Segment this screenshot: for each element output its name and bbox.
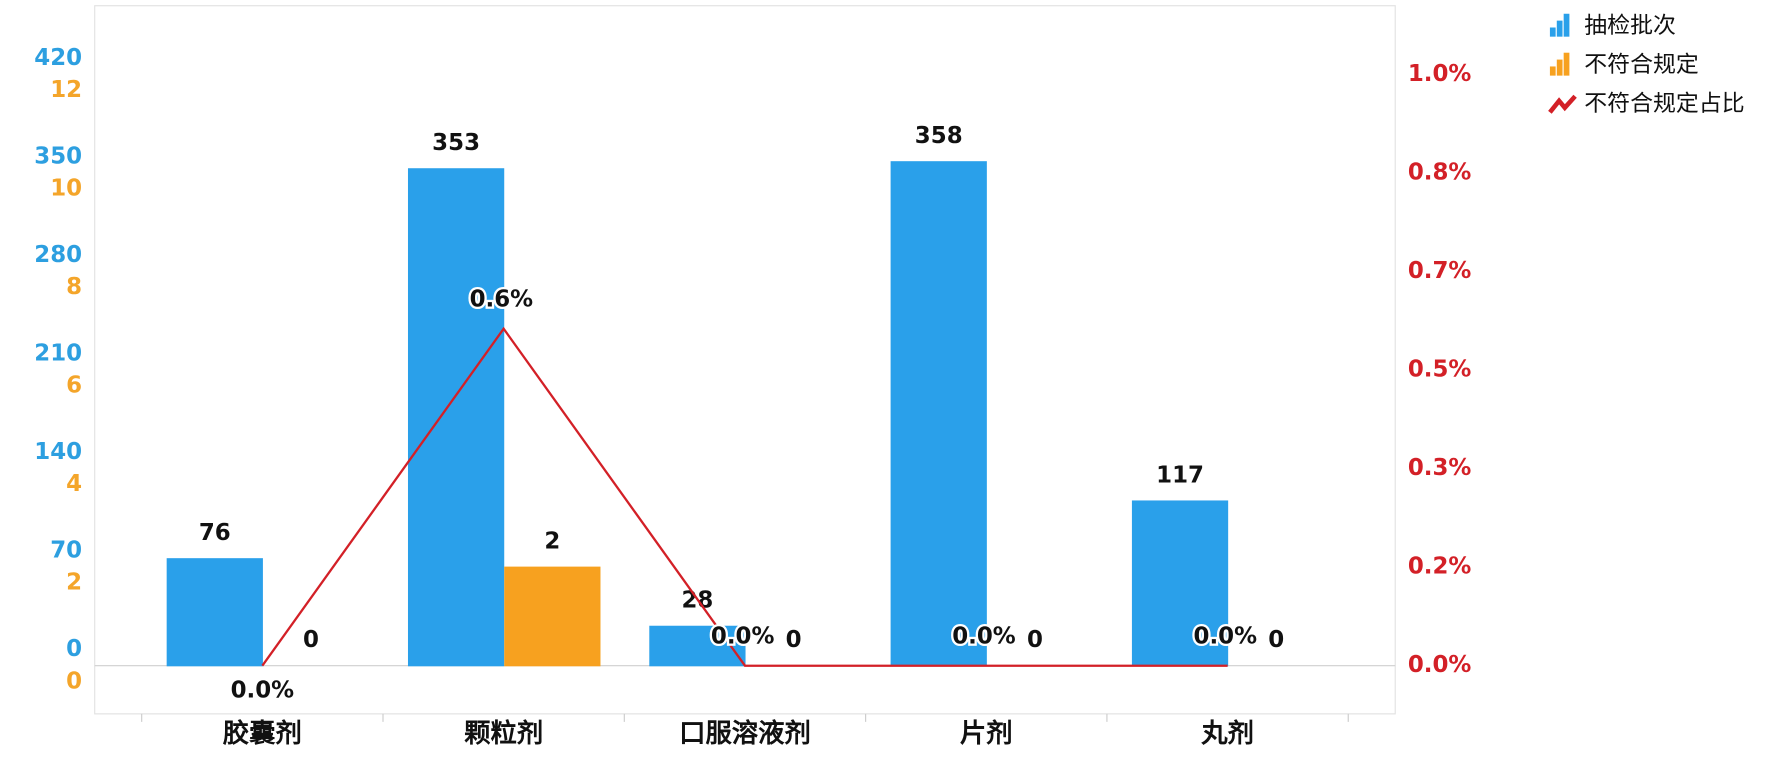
data-label: 0.0% (231, 677, 295, 703)
y-tick-label: 280 (34, 242, 82, 268)
data-label: 353 (432, 130, 480, 156)
y-tick-label: 70 (50, 538, 82, 564)
y2-tick-label: 10 (50, 176, 82, 202)
data-label: 2 (544, 528, 560, 554)
y3-tick-label: 0.0% (1408, 652, 1472, 678)
legend-label: 抽检批次 (1584, 13, 1676, 39)
legend-icon (1549, 66, 1556, 76)
data-label: 0.0% (952, 624, 1016, 650)
data-label: 0.6% (470, 287, 534, 313)
y2-tick-label: 4 (66, 471, 82, 497)
legend-label: 不符合规定占比 (1584, 91, 1744, 117)
y-tick-label: 350 (34, 143, 82, 169)
x-tick-label: 颗粒剂 (464, 718, 543, 749)
bar (1131, 500, 1229, 667)
y2-tick-label: 8 (66, 274, 82, 300)
legend-icon (1556, 20, 1563, 37)
legend-icon (1556, 59, 1563, 76)
plot-frame (94, 5, 1396, 715)
y3-tick-label: 0.2% (1408, 554, 1472, 580)
x-tick-label: 胶囊剂 (223, 718, 302, 749)
bar (504, 566, 601, 667)
legend-icon (1548, 94, 1577, 114)
data-label: 0.0% (1194, 624, 1258, 650)
x-tick-label: 口服溶液剂 (679, 718, 811, 749)
data-label: 0 (303, 627, 319, 653)
y-tick-label: 420 (34, 45, 82, 71)
y3-tick-label: 1.0% (1408, 61, 1472, 87)
data-label: 76 (199, 520, 231, 546)
y2-tick-label: 12 (50, 77, 82, 103)
bar (890, 161, 987, 667)
data-label: 0 (1268, 627, 1284, 653)
data-label: 0 (1027, 627, 1043, 653)
y3-tick-label: 0.3% (1408, 455, 1472, 481)
y-tick-label: 0 (66, 636, 82, 662)
legend-icon (1563, 13, 1570, 37)
y3-tick-label: 0.5% (1408, 357, 1472, 383)
x-tick-label: 片剂 (960, 719, 1013, 749)
y3-tick-label: 0.7% (1408, 258, 1472, 284)
legend-icon (1563, 52, 1570, 76)
legend-label: 不符合规定 (1584, 52, 1699, 78)
line (261, 326, 1228, 667)
y-tick-label: 210 (34, 341, 82, 367)
legend-icon (1549, 27, 1556, 37)
x-tick-label: 丸剂 (1200, 719, 1254, 749)
y2-tick-label: 2 (66, 570, 82, 596)
y3-tick-label: 0.8% (1408, 160, 1472, 186)
y-tick-label: 140 (34, 439, 82, 465)
bar (166, 558, 263, 667)
bar (649, 625, 746, 667)
data-label: 0.0% (711, 624, 775, 650)
data-label: 0 (786, 627, 802, 653)
data-label: 358 (915, 123, 963, 149)
y2-tick-label: 6 (66, 373, 82, 399)
bar (407, 168, 505, 667)
y2-tick-label: 0 (66, 668, 82, 694)
data-label: 117 (1156, 462, 1204, 488)
